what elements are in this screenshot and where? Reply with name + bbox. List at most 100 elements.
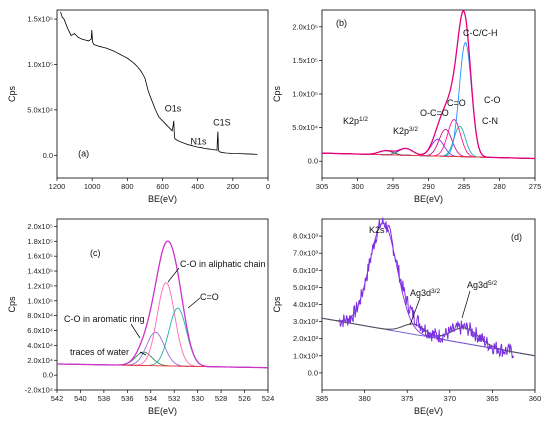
y-tick-label: 2.0x10⁵: [292, 22, 318, 31]
y-axis-label: Cps: [7, 296, 17, 313]
x-tick-label: 538: [98, 394, 111, 403]
y-tick-label: 6.0x10³: [293, 266, 319, 275]
x-tick-label: 1200: [49, 182, 66, 191]
x-axis-label: BE(eV): [414, 406, 443, 416]
x-tick-label: 534: [145, 394, 158, 403]
x-tick-label: 0: [266, 182, 270, 191]
x-tick-label: 1000: [84, 182, 101, 191]
panel-label-a: (a): [78, 148, 89, 158]
y-tick-label: 2.0x10⁴: [27, 356, 53, 365]
x-tick-label: 542: [51, 394, 64, 403]
y-tick-label: 0.0: [43, 371, 53, 380]
x-tick-label: 600: [156, 182, 169, 191]
panel-label-d: (d): [511, 232, 522, 242]
y-tick-label: 5.0x10³: [293, 283, 319, 292]
component-peak: [321, 41, 536, 159]
x-axis-label: BE(eV): [148, 406, 177, 416]
leader-line: [139, 351, 147, 356]
leader-line: [130, 323, 141, 339]
ag3d52-annotation: Ag3d5/2: [467, 280, 497, 290]
k2p12-annotation: K2p1/2: [343, 116, 368, 126]
x-tick-label: 380: [358, 394, 371, 403]
y-tick-label: 8.0x10⁴: [27, 311, 53, 320]
c1s-annotation: C1S: [213, 117, 231, 127]
ocoo-annotation: O-C=O: [420, 108, 449, 118]
y-tick-label: 1.0x10³: [293, 351, 319, 360]
x-tick-label: 280: [493, 182, 506, 191]
c-o-aliphatic-annotation: C-O in aliphatic chain: [180, 259, 266, 269]
x-tick-label: 370: [444, 394, 457, 403]
y-tick-label: 4.0x10⁴: [27, 341, 53, 350]
y-tick-label: -2.0x10⁴: [25, 386, 53, 395]
panel-d: 385 380 375 370 365 360 0.0 1.0x10³ 2.0x10³ 3.0x1…: [272, 217, 542, 416]
y-tick-label: 1.0x10⁵: [292, 90, 318, 99]
y-tick-label: 1.2x10⁵: [27, 281, 53, 290]
y-tick-label: 5.0x10⁴: [292, 123, 318, 132]
leader-line: [187, 297, 201, 309]
x-tick-label: 375: [401, 394, 414, 403]
x-tick-label: 360: [529, 394, 542, 403]
panel-c: 542 540 538 536 534 532 530 528 526 524 -2.0x10⁴ 0.…: [7, 218, 275, 416]
y-tick-label: 7.0x10³: [293, 249, 319, 258]
c-o-annotation: C-O: [484, 95, 501, 105]
envelope-line: [321, 10, 536, 160]
y-tick-label: 1.0x10⁵: [27, 60, 53, 69]
panel-b: 305 300 295 290 285 280 275 0.0 5.0x10⁴ 1.0x10⁵ 1.…: [272, 9, 542, 204]
x-tick-label: 528: [215, 394, 228, 403]
y-tick-label: 1.4x10⁵: [27, 267, 53, 276]
x-tick-label: 400: [191, 182, 204, 191]
y-tick-label: 0.0: [308, 157, 318, 166]
envelope-line: [56, 240, 269, 369]
o1s-annotation: O1s: [165, 104, 182, 114]
y-tick-label: 6.0x10⁴: [27, 326, 53, 335]
x-tick-label: 275: [529, 182, 542, 191]
c-c-annotation: C-C/C-H: [463, 28, 498, 38]
x-axis-label: BE(eV): [414, 194, 443, 204]
y-tick-label: 1.5x10⁵: [292, 56, 318, 65]
c-double-o-annotation: C=O: [200, 292, 219, 302]
water-annotation: traces of water: [70, 347, 129, 357]
y-axis-label: Cps: [272, 86, 282, 103]
y-tick-label: 0.0: [308, 368, 318, 377]
x-tick-label: 385: [316, 394, 329, 403]
y-tick-label: 2.0x10³: [293, 334, 319, 343]
y-tick-label: 1.5x10⁵: [27, 15, 53, 24]
fitted-background-line: [321, 317, 536, 357]
x-tick-label: 295: [387, 182, 400, 191]
y-tick-label: 1.6x10⁵: [27, 252, 53, 261]
k2s-annotation: K2s: [369, 225, 385, 235]
x-tick-label: 530: [191, 394, 204, 403]
x-tick-label: 526: [238, 394, 251, 403]
c-double-o-annotation: C=O: [447, 98, 466, 108]
x-tick-label: 300: [351, 182, 364, 191]
y-tick-label: 2.0x10⁵: [27, 222, 53, 231]
c-o-aromatic-annotation: C-O in aromatic ring: [64, 314, 145, 324]
x-tick-label: 200: [227, 182, 240, 191]
x-tick-label: 532: [168, 394, 181, 403]
y-tick-label: 1.0x10⁵: [27, 296, 53, 305]
x-tick-label: 305: [316, 182, 329, 191]
leader-line: [461, 290, 471, 319]
ag3d32-annotation: Ag3d3/2: [410, 288, 440, 298]
panel-a: 1200 1000 800 600 400 200 0 0.0 5.0x10⁴ 1.0x10⁵ 1.…: [7, 9, 270, 204]
leader-line: [167, 267, 180, 283]
x-tick-label: 800: [121, 182, 134, 191]
y-tick-label: 3.0x10³: [293, 317, 319, 326]
x-axis-label: BE(eV): [148, 194, 177, 204]
panel-label-c: (c): [90, 248, 101, 258]
x-tick-label: 285: [458, 182, 471, 191]
x-tick-label: 536: [121, 394, 134, 403]
y-axis-label: Cps: [272, 296, 282, 313]
x-tick-label: 540: [74, 394, 87, 403]
measured-spectrum-line: [338, 217, 515, 359]
y-tick-label: 4.0x10³: [293, 300, 319, 309]
x-tick-label: 524: [262, 394, 275, 403]
y-tick-label: 8.0x10³: [293, 232, 319, 241]
k2p32-annotation: K2p3/2: [393, 126, 418, 136]
plot-frame: [56, 218, 269, 391]
n1s-annotation: N1s: [191, 136, 208, 146]
survey-spectrum-line: [60, 11, 258, 155]
leader-line: [409, 297, 421, 326]
plot-frame: [321, 218, 536, 391]
